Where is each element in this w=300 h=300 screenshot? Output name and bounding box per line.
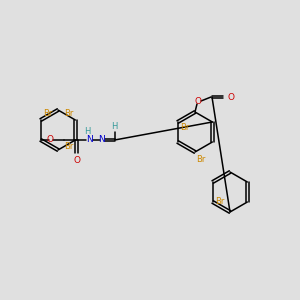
Text: Br: Br [196, 155, 206, 164]
Text: N: N [98, 136, 105, 145]
Text: H: H [112, 122, 118, 131]
Text: O: O [46, 136, 53, 145]
Text: O: O [227, 92, 234, 101]
Text: H: H [85, 127, 91, 136]
Text: Br: Br [215, 197, 224, 206]
Text: N: N [86, 136, 93, 145]
Text: Br: Br [180, 123, 189, 132]
Text: Br: Br [64, 109, 73, 118]
Text: Br: Br [64, 142, 73, 151]
Text: O: O [73, 156, 80, 165]
Text: Br: Br [43, 109, 52, 118]
Text: O: O [194, 98, 202, 106]
